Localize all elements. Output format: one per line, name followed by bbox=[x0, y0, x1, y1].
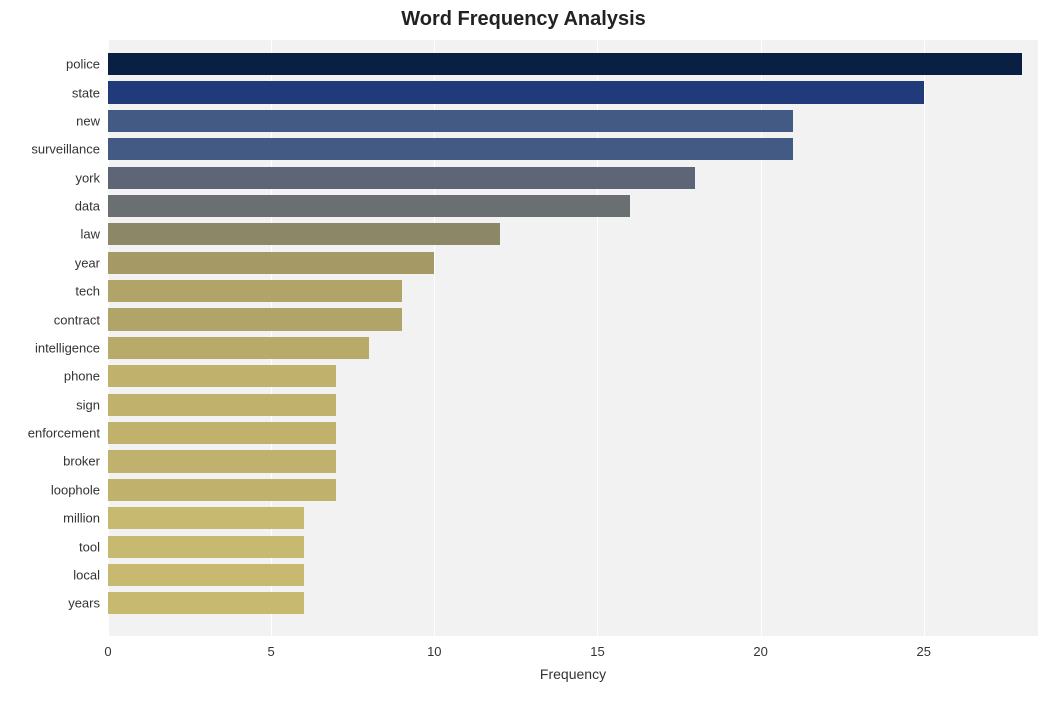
bar bbox=[108, 167, 695, 189]
y-tick-label: local bbox=[0, 567, 100, 582]
bar bbox=[108, 138, 793, 160]
bar bbox=[108, 536, 304, 558]
y-tick-label: police bbox=[0, 57, 100, 72]
y-tick-label: sign bbox=[0, 397, 100, 412]
y-tick-label: contract bbox=[0, 312, 100, 327]
y-tick-label: new bbox=[0, 113, 100, 128]
bar bbox=[108, 450, 336, 472]
bar bbox=[108, 564, 304, 586]
y-tick-label: intelligence bbox=[0, 340, 100, 355]
x-tick-label: 0 bbox=[104, 644, 111, 659]
chart-container: Word Frequency Analysis police state new su… bbox=[0, 0, 1047, 701]
grid-line bbox=[924, 40, 925, 636]
bar bbox=[108, 110, 793, 132]
x-axis-title: Frequency bbox=[540, 666, 606, 682]
chart-title: Word Frequency Analysis bbox=[0, 8, 1047, 31]
bar bbox=[108, 81, 924, 103]
y-tick-label: surveillance bbox=[0, 142, 100, 157]
y-tick-label: loophole bbox=[0, 482, 100, 497]
bar bbox=[108, 308, 402, 330]
y-tick-label: year bbox=[0, 255, 100, 270]
bar bbox=[108, 507, 304, 529]
y-tick-label: enforcement bbox=[0, 426, 100, 441]
x-tick-label: 15 bbox=[590, 644, 604, 659]
x-tick-label: 10 bbox=[427, 644, 441, 659]
y-tick-label: phone bbox=[0, 369, 100, 384]
y-tick-label: years bbox=[0, 596, 100, 611]
x-tick-label: 5 bbox=[268, 644, 275, 659]
bar bbox=[108, 223, 500, 245]
bar bbox=[108, 365, 336, 387]
y-tick-label: tech bbox=[0, 284, 100, 299]
bar bbox=[108, 252, 434, 274]
bar bbox=[108, 394, 336, 416]
bar bbox=[108, 337, 369, 359]
bar bbox=[108, 479, 336, 501]
bar bbox=[108, 422, 336, 444]
y-tick-label: york bbox=[0, 170, 100, 185]
x-tick-label: 20 bbox=[753, 644, 767, 659]
bar bbox=[108, 592, 304, 614]
plot-area bbox=[108, 40, 1038, 636]
y-tick-label: state bbox=[0, 85, 100, 100]
bar bbox=[108, 280, 402, 302]
x-tick-label: 25 bbox=[917, 644, 931, 659]
y-tick-label: tool bbox=[0, 539, 100, 554]
y-tick-label: data bbox=[0, 199, 100, 214]
y-tick-label: million bbox=[0, 511, 100, 526]
bar bbox=[108, 53, 1022, 75]
y-tick-label: law bbox=[0, 227, 100, 242]
bar bbox=[108, 195, 630, 217]
y-tick-label: broker bbox=[0, 454, 100, 469]
